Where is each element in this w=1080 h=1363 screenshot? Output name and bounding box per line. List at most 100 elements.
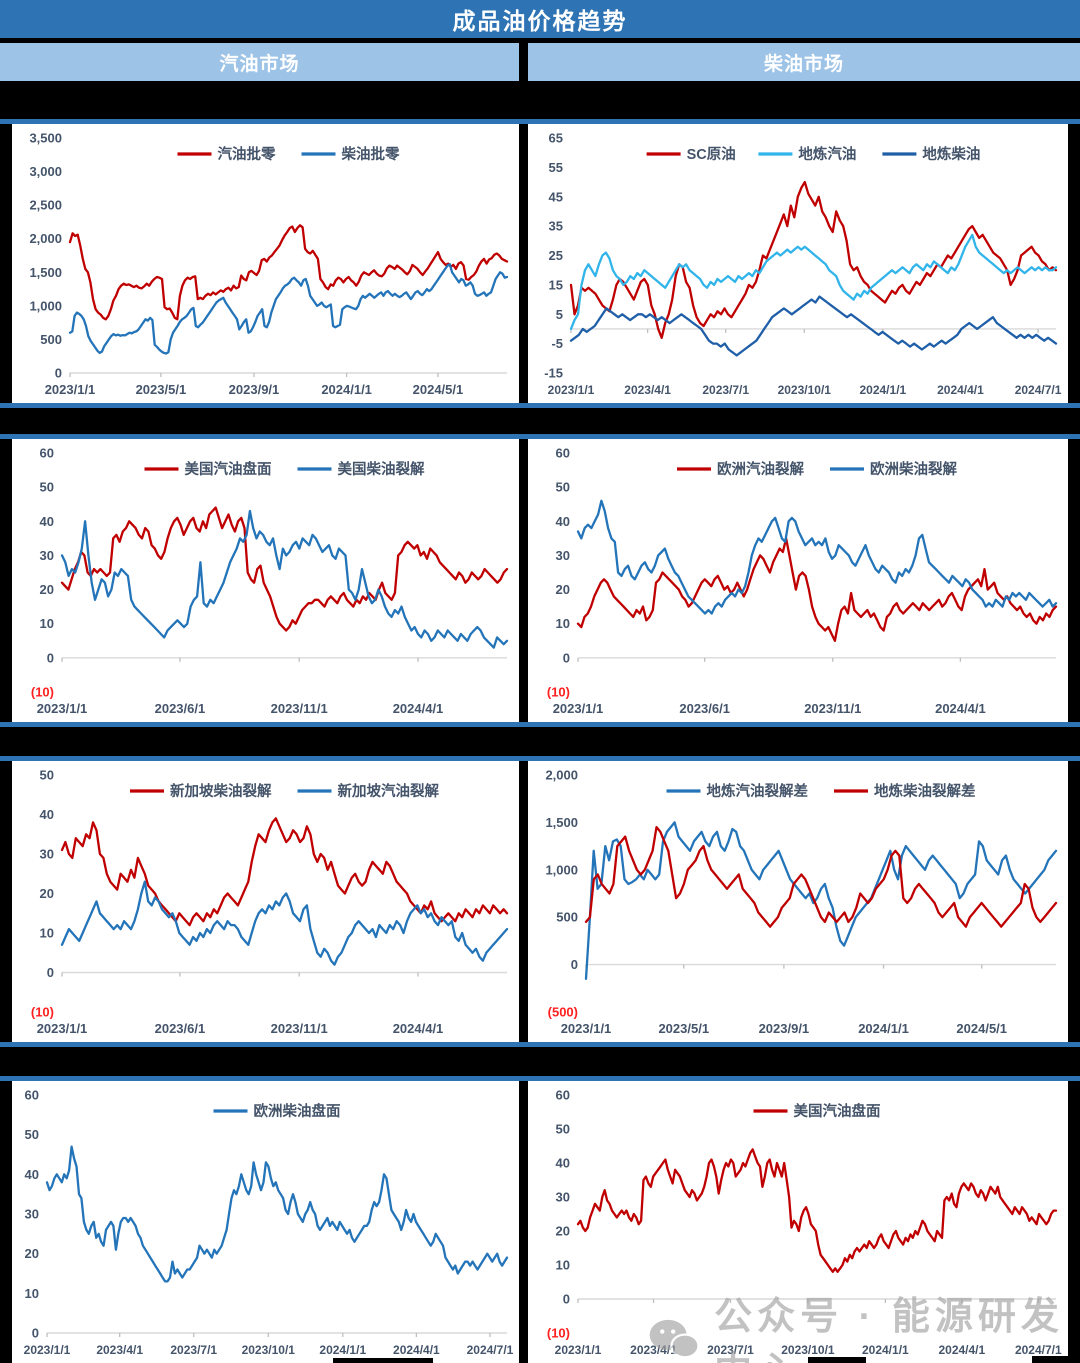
y-axis-tick-label: 55 (549, 160, 563, 175)
y-axis-tick-label: 40 (25, 1167, 39, 1182)
x-axis-tick-label: 2024/1/1 (321, 382, 372, 397)
x-axis-tick-label: 2023/1/1 (548, 383, 595, 397)
y-axis-tick-label: (10) (547, 685, 570, 700)
data-series-line (576, 499, 1058, 615)
chart-panel-row2-left: (10) 0 10 20 30 40 50 60 2023/1/1 2023/6/1 2023/11… (12, 439, 519, 722)
x-axis-tick-label: 2024/4/1 (938, 1343, 985, 1357)
x-axis-tick-label: 2023/1/1 (45, 382, 96, 397)
x-axis-tick-label: 2024/1/1 (862, 1343, 909, 1357)
column-header-gasoline: 汽油市场 (0, 43, 519, 81)
y-axis-tick-label: 0 (563, 650, 570, 665)
separator-line (0, 722, 1080, 727)
y-axis-tick-label: 1,500 (545, 815, 578, 830)
data-series-line (569, 233, 1058, 331)
y-axis-tick-label: 50 (25, 1127, 39, 1142)
chart-panel-row4-right: (10) 0 10 20 30 40 50 60 2023/1/1 2023/4/1 2023/7/… (528, 1081, 1068, 1363)
redacted-band (1032, 1356, 1080, 1363)
y-axis-tick-label: 30 (25, 1207, 39, 1222)
line-chart-svg: (10) 0 10 20 30 40 50 60 2023/1/1 2023/6/1 2023/11… (547, 446, 1058, 716)
y-axis-tick-label: 1,000 (29, 298, 62, 313)
line-chart-svg: (10) 0 10 20 30 40 50 2023/1/1 2023/6/1 2023/11/1… (31, 768, 509, 1036)
y-axis-tick-label: 0 (47, 965, 54, 980)
y-axis-tick-label: 35 (549, 219, 563, 234)
legend-label: 欧洲柴油盘面 (254, 1102, 341, 1120)
line-chart-svg: 0 500 1,000 1,500 2,000 2,500 3,000 3,500 2023/1… (29, 131, 509, 397)
legend-label: SC原油 (687, 145, 736, 163)
legend-label: 地炼柴油裂解差 (874, 782, 976, 800)
line-chart-svg: (500) 0 500 1,000 1,500 2,000 2023/1/1 2023/5/1… (545, 768, 1058, 1036)
data-series-line (60, 509, 509, 649)
y-axis-tick-label: 0 (563, 1292, 570, 1307)
x-axis-tick-label: 2023/10/1 (778, 383, 832, 397)
x-axis-tick-label: 2023/10/1 (781, 1343, 835, 1357)
y-axis-tick-label: 2,000 (545, 768, 578, 783)
legend-label: 美国汽油盘面 (794, 1102, 881, 1120)
y-axis-tick-label: 0 (32, 1326, 39, 1341)
x-axis-tick-label: 2023/7/1 (702, 383, 749, 397)
chart-panel-row3-right: (500) 0 500 1,000 1,500 2,000 2023/1/1 2023/5/1… (528, 761, 1068, 1042)
page-title: 成品油价格趋势 (452, 8, 628, 34)
y-axis-tick-label: 40 (40, 514, 54, 529)
x-axis-tick-label: 2024/5/1 (413, 382, 464, 397)
column-divider (519, 43, 528, 81)
x-axis-tick-label: 2024/4/1 (393, 1021, 444, 1036)
x-axis-tick-label: 2023/1/1 (37, 701, 88, 716)
line-chart-svg: (10) 0 10 20 30 40 50 60 2023/1/1 2023/6/1 2023/11… (31, 446, 509, 716)
y-axis-tick-label: 20 (25, 1246, 39, 1261)
dashboard-title-bar: 成品油价格趋势 (0, 0, 1080, 38)
data-series-line (60, 880, 509, 966)
x-axis-tick-label: 2023/5/1 (136, 382, 187, 397)
separator-line (0, 434, 1080, 439)
x-axis-tick-label: 2023/5/1 (658, 1021, 709, 1036)
y-axis-tick-label: 20 (40, 582, 54, 597)
separator-line (0, 756, 1080, 761)
data-series-line (584, 825, 1058, 928)
chart-panel-row2-right: (10) 0 10 20 30 40 50 60 2023/1/1 2023/6/1 2023/11… (528, 439, 1068, 722)
y-axis-tick-label: 2,000 (29, 231, 62, 246)
x-axis-tick-label: 2023/1/1 (24, 1343, 71, 1357)
legend-label: 新加坡柴油裂解 (170, 782, 272, 800)
y-axis-tick-label: 50 (40, 768, 54, 783)
y-axis-tick-label: (10) (31, 1005, 54, 1020)
x-axis-tick-label: 2023/11/1 (271, 701, 328, 716)
x-axis-tick-label: 2023/9/1 (759, 1021, 810, 1036)
y-axis-tick-label: -15 (544, 366, 563, 381)
y-axis-tick-label: 60 (556, 446, 570, 461)
x-axis-tick-label: 2024/7/1 (1015, 383, 1062, 397)
y-axis-tick-label: 1,000 (545, 862, 578, 877)
y-axis-tick-label: 10 (25, 1286, 39, 1301)
y-axis-tick-label: 10 (556, 616, 570, 631)
x-axis-tick-label: 2024/4/1 (937, 383, 984, 397)
redacted-title-band-row4 (0, 1047, 1080, 1076)
x-axis-tick-label: 2024/1/1 (859, 383, 906, 397)
y-axis-tick-label: 25 (549, 248, 563, 263)
x-axis-tick-label: 2023/11/1 (804, 701, 861, 716)
data-series-line (569, 180, 1058, 339)
redacted-band (808, 1357, 866, 1363)
x-axis-tick-label: 2023/4/1 (630, 1343, 677, 1357)
x-axis-tick-label: 2023/1/1 (555, 1343, 602, 1357)
data-series-line (576, 1148, 1058, 1273)
legend-label: 地炼汽油 (798, 145, 856, 163)
y-axis-tick-label: 500 (556, 910, 578, 925)
x-axis-tick-label: 2023/4/1 (624, 383, 671, 397)
y-axis-tick-label: 15 (549, 277, 563, 292)
y-axis-tick-label: 0 (55, 366, 62, 381)
x-axis-tick-label: 2023/4/1 (96, 1343, 143, 1357)
data-series-line (576, 537, 1058, 642)
redacted-title-band-row2 (0, 408, 1080, 434)
x-axis-tick-label: 2024/7/1 (467, 1343, 514, 1357)
y-axis-tick-label: (500) (548, 1005, 578, 1020)
y-axis-tick-label: 60 (556, 1088, 570, 1103)
legend-label: 柴油批零 (341, 145, 400, 163)
x-axis-tick-label: 2024/4/1 (393, 701, 444, 716)
separator-line (0, 119, 1080, 124)
y-axis-tick-label: 20 (556, 1224, 570, 1239)
legend-label: 美国柴油裂解 (338, 460, 425, 478)
y-axis-tick-label: 30 (556, 548, 570, 563)
x-axis-tick-label: 2024/5/1 (956, 1021, 1007, 1036)
chart-panel-row4-left: 0 10 20 30 40 50 60 2023/1/1 2023/4/1 2023/7/1 202… (12, 1081, 519, 1363)
x-axis-tick-label: 2023/6/1 (155, 701, 206, 716)
redacted-band (0, 38, 1080, 43)
legend-label: 新加坡汽油裂解 (338, 782, 440, 800)
